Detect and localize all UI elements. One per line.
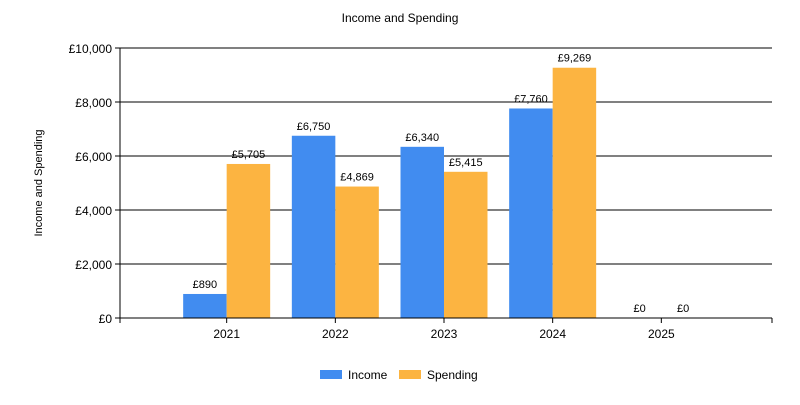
bar-income-2022 xyxy=(291,135,336,318)
x-tick-label: 2024 xyxy=(539,327,566,341)
data-label-income-2021: £890 xyxy=(193,279,217,291)
bar-spending-2021 xyxy=(226,163,271,318)
y-tick-label: £10,000 xyxy=(69,42,113,56)
bar-income-2021 xyxy=(183,293,227,318)
legend-label-spending: Spending xyxy=(427,368,478,382)
y-tick-label: £6,000 xyxy=(75,150,112,164)
data-labels: £890 £5,705 £6,750 £4,869 £6,340 £5,415 £7,760… xyxy=(193,53,690,315)
data-label-spending-2023: £5,415 xyxy=(449,157,483,169)
x-tick-label: 2023 xyxy=(431,327,458,341)
data-label-income-2024: £7,760 xyxy=(514,93,548,105)
data-label-spending-2024: £9,269 xyxy=(558,53,592,65)
bars xyxy=(183,67,597,318)
legend-label-income: Income xyxy=(348,368,388,382)
y-tick-label: £0 xyxy=(99,312,113,326)
x-tick-label: 2025 xyxy=(648,327,675,341)
x-tick-label: 2021 xyxy=(213,327,240,341)
y-tick-label: £2,000 xyxy=(75,258,112,272)
data-label-spending-2021: £5,705 xyxy=(232,149,266,161)
y-tick-label: £8,000 xyxy=(75,96,112,110)
x-tick-label: 2022 xyxy=(322,327,349,341)
data-label-income-2025: £0 xyxy=(633,303,645,315)
legend-swatch-spending xyxy=(399,370,421,379)
legend: Income Spending xyxy=(320,368,478,382)
bar-income-2023 xyxy=(400,146,444,318)
bar-spending-2022 xyxy=(335,186,379,318)
bar-income-2024 xyxy=(509,108,553,318)
data-label-income-2023: £6,340 xyxy=(405,132,439,144)
data-label-income-2022: £6,750 xyxy=(297,121,331,133)
y-tick-label: £4,000 xyxy=(75,204,112,218)
y-axis-label: Income and Spending xyxy=(33,129,45,236)
chart-title: Income and Spending xyxy=(342,11,459,25)
bar-spending-2024 xyxy=(552,67,597,318)
data-label-spending-2022: £4,869 xyxy=(340,172,374,184)
bar-spending-2023 xyxy=(444,171,488,318)
axes: £0 £2,000 £4,000 £6,000 £8,000 £10,000 2021 202… xyxy=(69,42,773,341)
legend-swatch-income xyxy=(320,370,342,379)
data-label-spending-2025: £0 xyxy=(677,303,689,315)
